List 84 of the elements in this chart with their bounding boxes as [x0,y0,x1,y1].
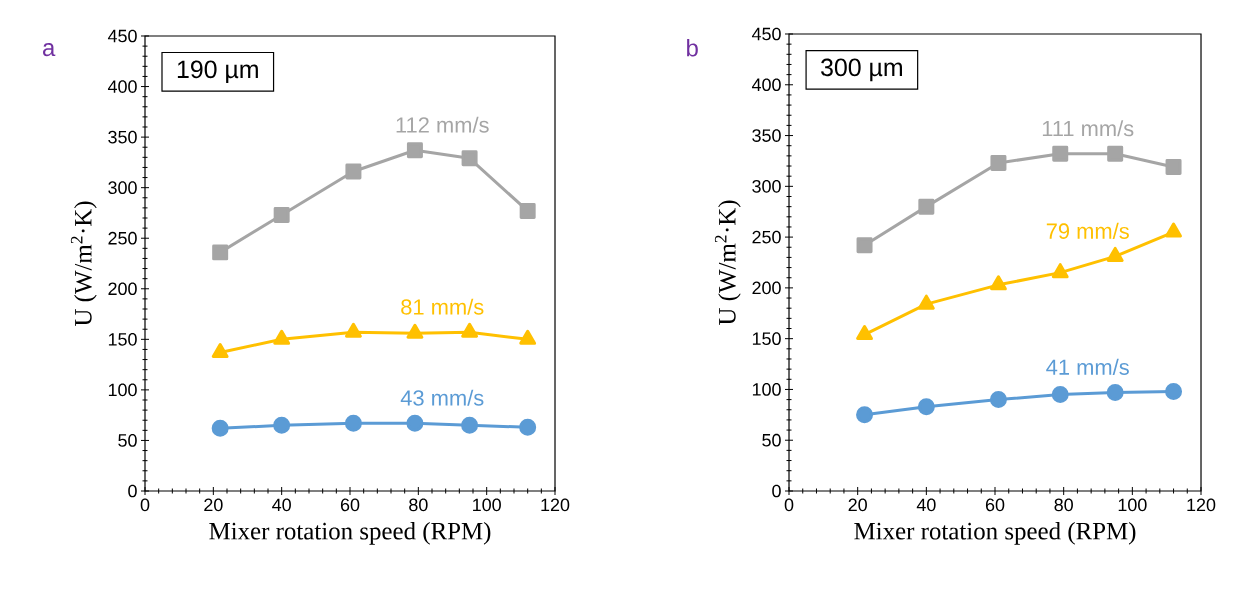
point [273,329,291,345]
point [519,329,537,345]
x-tick-label: 120 [541,498,570,512]
point [856,325,873,341]
y-tick-label: 0 [772,484,781,498]
y-tick-label: 250 [752,230,781,244]
y-tick-label: 350 [752,129,781,142]
point [1106,383,1124,401]
x-tick-label: 100 [473,498,501,512]
y-axis-title: U (W/m$^{2}$·K) [70,201,97,327]
y-tick-label: 100 [752,383,781,396]
point [990,154,1007,171]
point [1165,222,1182,238]
annotation: 190 µm [177,60,258,84]
x-axis-title: Mixer rotation speed (RPM) [854,522,1136,545]
y-tick-label: 300 [108,181,137,195]
x-tick-label: 100 [1118,498,1147,512]
x-tick-label: 80 [409,498,428,512]
y-tick-label: 400 [107,80,137,93]
point [1052,145,1069,162]
series-label: 41 mm/s [1046,358,1129,375]
y-tick-label: 100 [108,383,137,397]
y-axis-title: U (W/m$^{2}$·K) [714,200,741,326]
point [344,322,362,338]
point [519,418,537,436]
annotation: 300 µm [821,58,902,82]
x-tick-label: 20 [848,498,867,512]
x-axis-title: Mixer rotation speed (RPM) [209,522,491,545]
y-tick-label: 300 [752,179,781,193]
x-tick-label: 60 [340,498,360,512]
x-tick-label: 20 [204,498,223,512]
y-tick-label: 50 [118,434,137,447]
point [406,142,423,159]
x-tick-label: 40 [916,498,936,512]
point [212,244,229,261]
point [918,198,935,215]
y-tick-label: 150 [108,332,137,346]
point [211,342,229,358]
y-tick-label: 450 [107,29,137,43]
point [1051,386,1069,404]
point [990,275,1007,291]
point [461,150,478,167]
point [1165,159,1182,176]
point [344,414,362,432]
point [461,416,479,434]
x-tick-label: 0 [140,498,150,512]
point [461,322,479,338]
x-tick-label: 80 [1054,498,1073,512]
series-label: 111 mm/s [1042,120,1134,137]
point [211,419,229,437]
series-label: 79 mm/s [1046,222,1129,239]
y-tick-label: 0 [128,484,137,498]
x-tick-label: 0 [784,498,794,512]
y-tick-label: 200 [752,281,781,295]
point [1106,246,1124,262]
x-tick-label: 60 [985,498,1005,512]
point [273,206,290,223]
point [856,237,873,254]
point [273,416,291,434]
point [345,163,362,180]
point [989,391,1007,409]
y-tick-label: 50 [762,433,781,447]
series-label: 43 mm/s [400,389,484,406]
point [1165,382,1183,400]
point [406,414,424,432]
point [917,294,935,310]
point [1051,263,1069,279]
point [917,398,935,416]
point [856,406,874,424]
y-tick-label: 150 [752,332,781,346]
x-tick-label: 120 [1187,498,1216,512]
series-label: 112 mm/s [396,116,489,133]
series-label: 81 mm/s [401,298,484,315]
x-tick-label: 40 [272,498,291,512]
point [519,202,536,219]
text: a [43,43,56,57]
y-tick-label: 450 [751,27,781,41]
text: b [687,38,698,57]
y-tick-label: 350 [108,130,137,144]
point [1107,145,1124,162]
y-tick-label: 400 [751,78,781,92]
point [406,323,424,339]
y-tick-label: 250 [108,231,137,245]
y-tick-label: 200 [108,282,137,296]
